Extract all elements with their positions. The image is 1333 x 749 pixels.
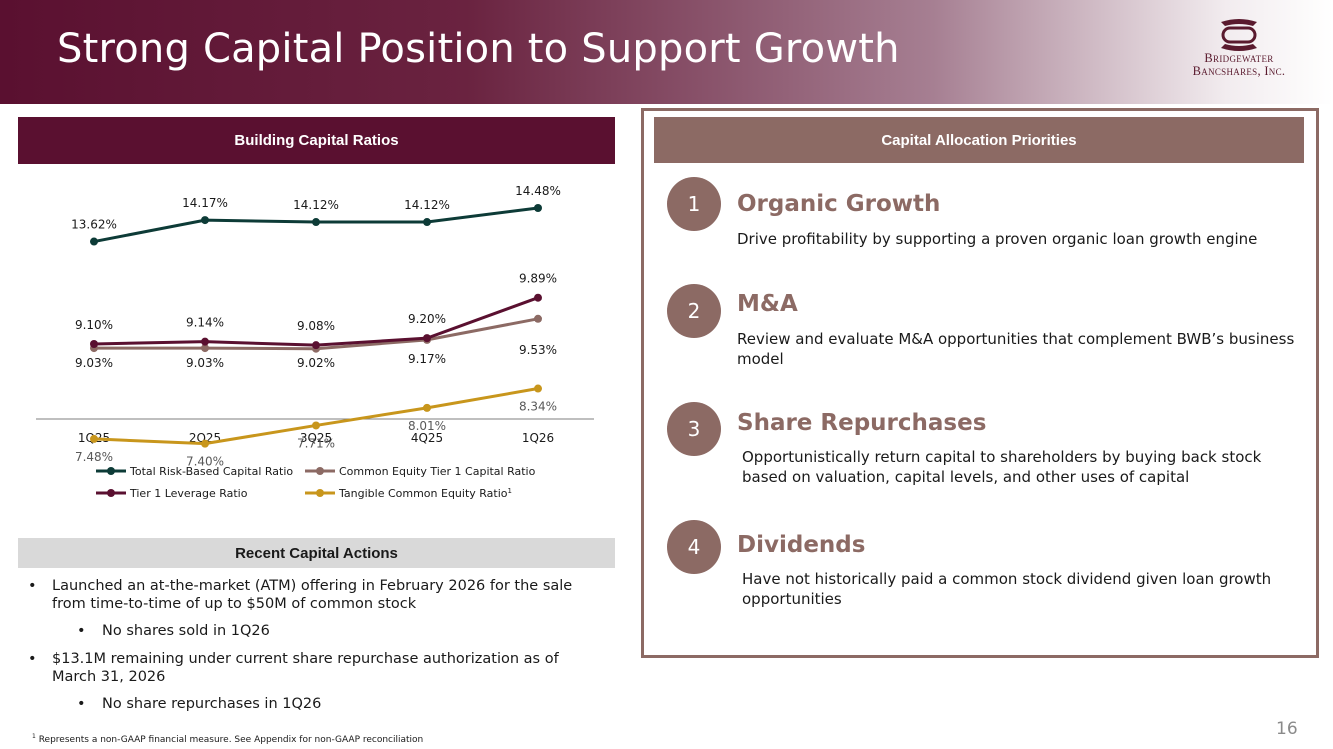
priority-description: Have not historically paid a common stoc… <box>742 570 1272 608</box>
priorities-title: Capital Allocation Priorities <box>654 117 1304 163</box>
list-item: • No share repurchases in 1Q26 <box>22 695 602 713</box>
legend-marker <box>107 467 115 475</box>
data-label: 9.10% <box>75 318 113 332</box>
actions-list: • Launched an at-the-market (ATM) offerin… <box>22 577 602 713</box>
header-banner <box>0 0 1333 104</box>
data-label: 7.71% <box>297 436 335 450</box>
priority-description: Review and evaluate M&A opportunities th… <box>737 330 1295 368</box>
chart-section-title: Building Capital Ratios <box>18 117 615 164</box>
priority-number-badge: 4 <box>667 520 721 574</box>
data-label: 8.01% <box>408 419 446 433</box>
bullet-icon: • <box>28 651 37 667</box>
footnote: 1 Represents a non-GAAP financial measur… <box>32 733 423 745</box>
bullet-text: No shares sold in 1Q26 <box>102 623 270 639</box>
data-point <box>423 218 431 227</box>
data-label: 9.14% <box>186 316 224 330</box>
logo-text-line1: Bridgewater <box>1204 51 1274 65</box>
legend-marker <box>316 467 324 475</box>
data-label: 9.03% <box>75 356 113 370</box>
data-point <box>201 344 209 353</box>
list-item: • No shares sold in 1Q26 <box>22 622 602 640</box>
data-label: 14.48% <box>515 184 561 198</box>
data-point <box>201 216 209 225</box>
footnote-marker: 1 <box>32 733 36 740</box>
data-point <box>201 439 209 448</box>
data-point <box>534 293 542 302</box>
bullet-icon: • <box>77 696 86 712</box>
legend-marker <box>107 489 115 497</box>
priority-title: Share Repurchases <box>737 410 987 436</box>
priority-description: Opportunistically return capital to shar… <box>742 448 1262 486</box>
page-title: Strong Capital Position to Support Growt… <box>57 26 900 72</box>
logo-emblem-icon <box>1221 19 1257 51</box>
priority-title: M&A <box>737 291 798 317</box>
bullet-text: $13.1M remaining under current share rep… <box>52 651 559 685</box>
data-label: 9.89% <box>519 272 557 286</box>
data-point <box>312 421 320 430</box>
list-item: • Launched an at-the-market (ATM) offerin… <box>22 577 602 613</box>
data-point <box>201 337 209 346</box>
data-label: 9.02% <box>297 356 335 370</box>
bullet-text: Launched an at-the-market (ATM) offering… <box>52 578 573 612</box>
footnote-text: Represents a non-GAAP financial measure.… <box>38 735 424 745</box>
legend-superscript: 1 <box>508 487 512 495</box>
priority-number-badge: 2 <box>667 284 721 338</box>
data-point <box>423 403 431 412</box>
priority-description: Drive profitability by supporting a prov… <box>737 230 1258 248</box>
legend-marker <box>316 489 324 497</box>
data-label: 14.17% <box>182 196 228 210</box>
list-item: • $13.1M remaining under current share re… <box>22 650 602 686</box>
data-point <box>90 434 98 443</box>
data-point <box>312 341 320 350</box>
data-label: 9.53% <box>519 343 557 357</box>
data-point <box>423 334 431 343</box>
priorities-panel <box>641 108 1319 658</box>
data-label: 9.08% <box>297 319 335 333</box>
page-number: 16 <box>1276 719 1298 739</box>
x-tick-label: 1Q26 <box>522 431 554 445</box>
logo-text-line2: Bancshares, Inc. <box>1192 64 1286 78</box>
data-label: 7.48% <box>75 450 113 464</box>
data-point <box>534 384 542 393</box>
legend-label: Tangible Common Equity Ratio1 <box>338 487 512 500</box>
legend-label: Total Risk-Based Capital Ratio <box>129 465 293 478</box>
data-label: 8.34% <box>519 400 557 414</box>
x-tick-label: 4Q25 <box>411 431 443 445</box>
data-label: 9.20% <box>408 312 446 326</box>
company-logo: Bridgewater Bancshares, Inc. <box>1178 18 1300 88</box>
bullet-icon: • <box>28 578 37 594</box>
data-label: 9.03% <box>186 356 224 370</box>
priority-title: Dividends <box>737 532 866 558</box>
bullet-text: No share repurchases in 1Q26 <box>102 696 322 712</box>
priority-number-badge: 1 <box>667 177 721 231</box>
data-point <box>534 204 542 212</box>
data-label: 13.62% <box>71 218 117 232</box>
bullet-icon: • <box>77 623 86 639</box>
data-label: 9.17% <box>408 352 446 366</box>
data-point <box>90 340 98 348</box>
capital-ratios-chart: 1Q252Q253Q254Q251Q2613.62%14.17%14.12%14… <box>36 184 594 500</box>
data-point <box>90 237 98 246</box>
data-point <box>312 218 320 227</box>
data-label: 14.12% <box>293 198 339 212</box>
actions-section-title: Recent Capital Actions <box>18 538 615 568</box>
legend-label: Common Equity Tier 1 Capital Ratio <box>339 465 536 478</box>
data-point <box>534 314 542 323</box>
priority-title: Organic Growth <box>737 191 941 217</box>
x-tick-label: 3Q25 <box>300 431 332 445</box>
legend-label: Tier 1 Leverage Ratio <box>129 487 248 500</box>
data-label: 14.12% <box>404 198 450 212</box>
data-label: 7.40% <box>186 455 224 469</box>
priority-number-badge: 3 <box>667 402 721 456</box>
